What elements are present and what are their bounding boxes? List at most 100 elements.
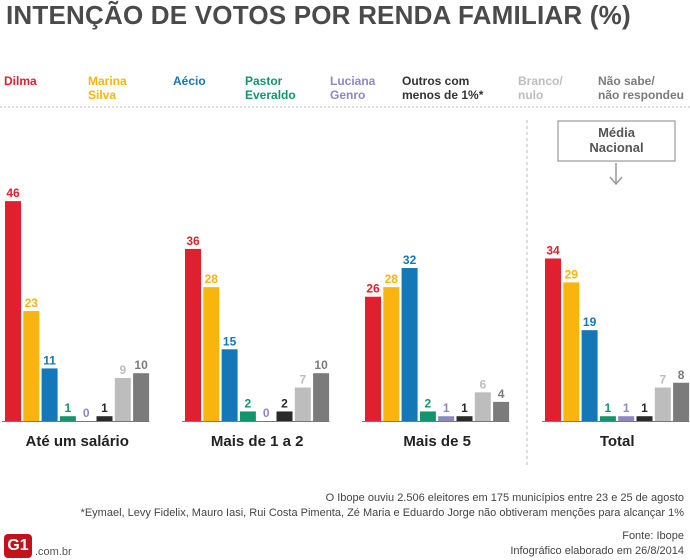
data-label: 2: [281, 396, 288, 410]
media-nacional-label: Média: [598, 125, 636, 140]
source-note: Fonte: Ibope: [622, 530, 684, 542]
data-label: 46: [6, 186, 20, 200]
legend-item-aecio: Aécio: [173, 74, 206, 88]
bar: [401, 268, 418, 421]
data-label: 0: [263, 406, 270, 420]
bar: [185, 248, 201, 421]
category-label: Mais de 5: [403, 433, 471, 450]
legend-item-dilma: Dilma: [4, 74, 37, 88]
data-label: 1: [641, 401, 648, 415]
data-label: 28: [385, 272, 399, 286]
bar: [276, 411, 293, 421]
legend-label: não respondeu: [598, 88, 685, 102]
survey-note: O Ibope ouviu 2.506 eleitores em 175 mun…: [325, 492, 684, 504]
category-label: Até um salário: [26, 433, 129, 450]
data-label: 7: [659, 373, 666, 387]
legend-item-branco: Branco/nulo: [518, 74, 563, 102]
legend-label: Luciana: [330, 74, 376, 88]
bar: [618, 416, 635, 421]
bar: [5, 201, 21, 421]
data-label: 36: [186, 234, 200, 248]
data-label: 23: [25, 296, 39, 310]
data-label: 10: [134, 358, 148, 372]
bar: [59, 416, 76, 421]
media-nacional-box: [557, 120, 676, 162]
category-label: Total: [600, 433, 635, 450]
bar: [41, 368, 58, 421]
bar: [221, 349, 238, 421]
legend-label: Branco/: [518, 74, 563, 88]
chart-title: INTENÇÃO DE VOTOS POR RENDA FAMILIAR (%): [6, 0, 631, 30]
bar: [23, 311, 40, 421]
bar: [365, 296, 381, 421]
bar: [673, 382, 690, 421]
legend-label: Genro: [330, 88, 366, 102]
data-label: 1: [461, 401, 468, 415]
data-label: 8: [678, 368, 685, 382]
data-label: 32: [403, 253, 417, 267]
bar: [654, 387, 671, 421]
legend-item-naosabe: Não sabe/não respondeu: [598, 74, 684, 102]
bar: [456, 416, 473, 421]
data-label: 11: [43, 353, 56, 367]
data-label: 1: [101, 401, 108, 415]
category-label: Mais de 1 a 2: [211, 433, 304, 450]
bar: [636, 416, 653, 421]
bar: [474, 392, 491, 421]
bar: [96, 416, 113, 421]
bar: [419, 411, 436, 421]
data-label: 28: [205, 272, 219, 286]
bar: [203, 287, 220, 421]
data-label: 7: [299, 373, 306, 387]
credit-note: Infográfico elaborado em 26/8/2014: [510, 545, 684, 557]
legend-label: Silva: [88, 88, 117, 102]
data-label: 2: [425, 396, 432, 410]
legend-label: menos de 1%*: [402, 88, 484, 102]
bar: [239, 411, 256, 421]
bar: [493, 401, 510, 421]
legend-label: nulo: [518, 88, 544, 102]
data-label: 15: [223, 334, 237, 348]
data-label: 6: [479, 377, 486, 391]
media-nacional-label: Nacional: [589, 140, 643, 155]
legend-label: Dilma: [4, 74, 37, 88]
data-label: 29: [565, 267, 579, 281]
legend-label: Aécio: [173, 74, 206, 88]
g1-logo-suffix: .com.br: [35, 546, 72, 558]
bar: [294, 387, 311, 421]
bar: [133, 373, 150, 421]
legend-label: Everaldo: [245, 88, 296, 102]
legend-item-pastor: Pastor Everaldo: [245, 74, 296, 102]
media-nacional-arrowhead: [609, 176, 623, 186]
data-label: 10: [314, 358, 328, 372]
data-label: 1: [623, 401, 630, 415]
bar: [563, 282, 580, 421]
footnote: *Eymael, Levy Fidelix, Mauro Iasi, Rui C…: [80, 507, 684, 519]
bar: [545, 258, 561, 421]
legend-label: Outros com: [402, 74, 470, 88]
bar: [581, 330, 598, 421]
data-label: 9: [119, 363, 126, 377]
data-label: 2: [245, 396, 252, 410]
data-label: 1: [65, 401, 72, 415]
data-label: 0: [83, 406, 90, 420]
data-label: 1: [605, 401, 612, 415]
bar: [114, 377, 131, 421]
data-label: 26: [366, 282, 380, 296]
g1-logo-mark: G1: [4, 534, 32, 558]
g1-logo: G1 .com.br: [4, 534, 72, 558]
bar: [599, 416, 616, 421]
bar: [383, 287, 400, 421]
data-label: 34: [546, 243, 560, 257]
legend-label: Pastor: [245, 74, 283, 88]
bar: [438, 416, 455, 421]
legend-label: Marina: [88, 74, 127, 88]
bar: [313, 373, 330, 421]
legend-label: Não sabe/: [598, 74, 655, 88]
data-label: 1: [443, 401, 450, 415]
data-label: 19: [583, 315, 597, 329]
legend-item-outros: Outros com menos de 1%*: [402, 74, 483, 102]
legend-item-luciana: Luciana Genro: [330, 74, 375, 102]
